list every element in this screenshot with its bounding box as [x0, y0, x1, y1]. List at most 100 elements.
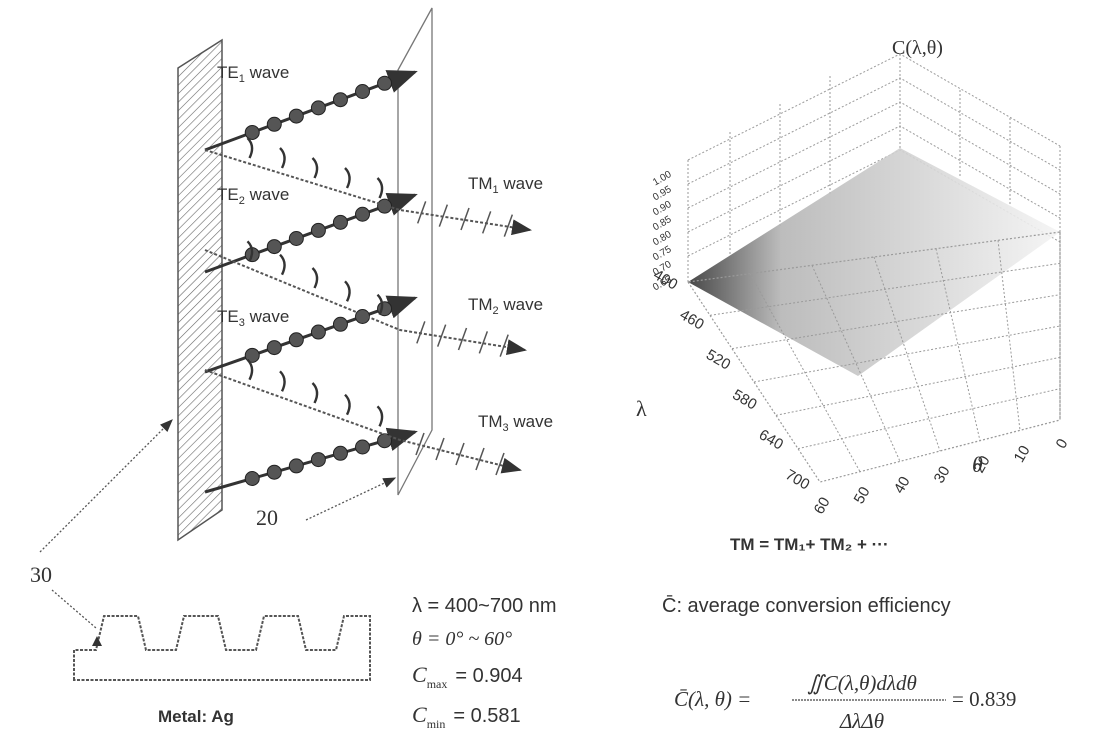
te-field-ball — [332, 214, 348, 230]
efficiency-surface — [688, 148, 1060, 376]
tm-field-hook — [376, 177, 384, 199]
tm-wave-arrows — [204, 137, 532, 476]
theta-axis-ticks: 0 10 20 30 40 50 60 — [811, 436, 1072, 517]
tm-field-tick — [460, 207, 470, 231]
te-field-ball — [266, 464, 282, 480]
tm-field-hook — [376, 293, 384, 316]
metal-caption: Metal: Ag — [158, 707, 234, 726]
te-field-ball — [310, 324, 326, 340]
tm-field-tick — [438, 204, 449, 227]
z-tick-label: 1.00 — [651, 169, 674, 188]
cmin-value: Cmin = 0.581 — [412, 702, 521, 731]
theta-tick-label: 40 — [891, 474, 914, 497]
tm2-label: TM2 wave — [468, 295, 543, 317]
tm-field-tick — [416, 321, 426, 344]
lambda-tick-label: 700 — [782, 466, 812, 493]
efficiency-denominator: ΔλΔθ — [839, 709, 884, 733]
metal-plate — [177, 38, 223, 542]
tm-field-hook — [311, 382, 319, 404]
tm-field-tick — [435, 437, 445, 461]
te-wave-chains — [204, 70, 418, 494]
lambda-range: λ = 400~700 nm — [412, 595, 557, 617]
tm-sum-equation: TM = TM₁+ TM₂ + ··· — [730, 535, 889, 554]
te-field-ball — [244, 471, 260, 486]
te-field-ball — [355, 206, 370, 222]
tm-field-hook — [279, 370, 286, 392]
te-field-ball — [332, 316, 348, 332]
te-field-ball — [355, 84, 370, 99]
cmax-value: Cmax = 0.904 — [412, 662, 523, 691]
z-tick-label: 0.80 — [651, 229, 674, 248]
tm-field-tick — [499, 334, 509, 357]
floor-gridline — [709, 262, 1061, 316]
tm-field-hook — [311, 157, 319, 179]
te-field-ball — [288, 231, 304, 247]
z-tick-label: 0.95 — [651, 184, 674, 203]
label-20: 20 — [256, 505, 278, 530]
te-field-ball — [310, 222, 326, 238]
lambda-tick-label: 460 — [677, 306, 707, 333]
te-field-ball — [288, 458, 304, 474]
tm-field-hook — [376, 405, 384, 427]
theta-tick-label: 20 — [971, 453, 994, 476]
te2-label: TE2 wave — [217, 185, 289, 207]
tm-wave-ray — [204, 369, 522, 474]
z-tick-label: 0.90 — [651, 199, 674, 218]
z-tick-label: 0.85 — [651, 214, 674, 233]
tm-field-hook — [246, 137, 254, 159]
tm3-label: TM3 wave — [478, 412, 553, 434]
wall-gridline — [687, 101, 1061, 209]
grating-profile — [73, 615, 371, 681]
lambda-tick-label: 580 — [730, 386, 760, 413]
label-30: 30 — [30, 562, 52, 587]
tm-field-hook — [344, 393, 351, 416]
z-axis-title: C(λ,θ) — [892, 37, 943, 59]
tm-field-tick — [415, 432, 425, 456]
te-field-ball — [310, 452, 326, 468]
theta-tick-label: 50 — [851, 484, 874, 507]
pointer-30-arrow — [39, 419, 173, 553]
tm-field-hook — [344, 167, 351, 189]
surface-plot: C(λ,θ) 1.000.950.900.850.800.750.700.65 … — [636, 37, 1072, 554]
tm-field-tick — [478, 331, 489, 354]
te-field-ball — [266, 116, 282, 132]
te-field-ball — [266, 340, 282, 356]
theta-tick-label: 0 — [1053, 436, 1072, 452]
tm-field-tick — [475, 447, 485, 471]
te-field-ball — [310, 100, 326, 116]
tm-field-tick — [436, 324, 447, 347]
tm1-label: TM1 wave — [468, 174, 543, 196]
te-field-ball — [332, 445, 348, 461]
pointer-20-arrow — [305, 477, 397, 521]
theta-range: θ = 0° ~ 60° — [412, 628, 512, 650]
tm-field-hook — [279, 253, 286, 276]
te-field-ball — [332, 92, 348, 108]
te-field-ball — [355, 439, 370, 455]
tm-field-tick — [503, 214, 514, 237]
z-tick-label: 0.75 — [651, 244, 674, 263]
floor-gridline — [797, 388, 1061, 450]
floor-gridline — [731, 294, 1061, 350]
floor-gridline — [935, 248, 981, 441]
lambda-axis-label: λ — [636, 396, 647, 421]
lambda-tick-label: 520 — [703, 346, 733, 373]
tm-field-tick — [457, 327, 468, 351]
tm-field-hook — [279, 147, 286, 169]
te1-label: TE1 wave — [217, 63, 289, 85]
wall-gridline — [687, 53, 1061, 161]
te-field-ball — [288, 332, 304, 348]
efficiency-lhs: C̄(λ, θ) = — [674, 687, 751, 711]
te-field-ball — [244, 124, 260, 140]
efficiency-block: C̄: average conversion efficiency C̄(λ, … — [662, 594, 1016, 733]
tm-field-tick — [455, 442, 465, 466]
tm-field-tick — [495, 452, 505, 476]
floor-gridline — [749, 273, 861, 472]
grating-marker — [92, 636, 102, 646]
tm-field-hook — [344, 280, 351, 302]
tm-field-tick — [481, 211, 492, 234]
te-field-ball — [244, 347, 260, 363]
te-field-ball — [288, 108, 304, 124]
lambda-tick-label: 640 — [756, 426, 786, 453]
theta-tick-label: 30 — [931, 463, 954, 486]
